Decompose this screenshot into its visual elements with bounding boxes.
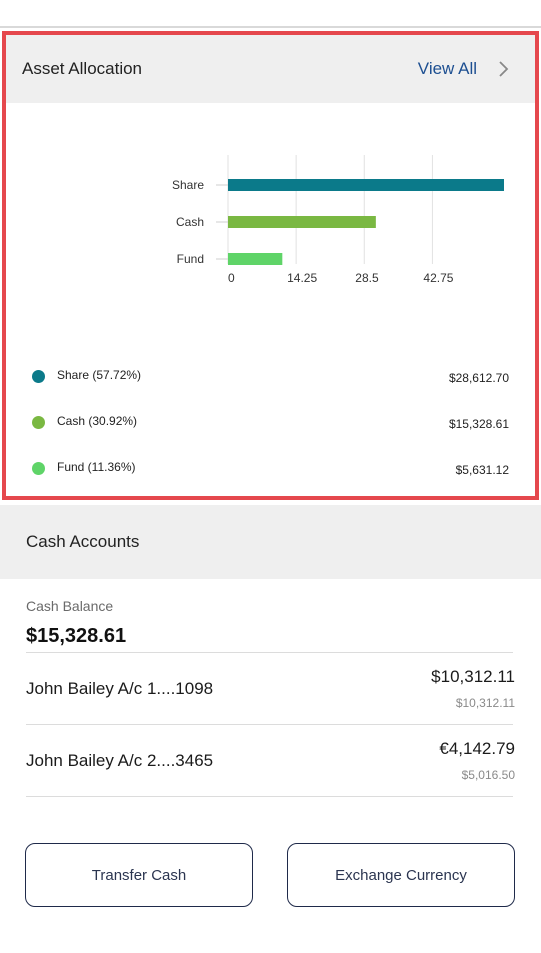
transfer-cash-button[interactable]: Transfer Cash: [25, 843, 253, 907]
view-all-link[interactable]: View All: [417, 59, 477, 78]
x-tick-label: 42.75: [423, 271, 453, 285]
cash-balance-value: $15,328.61: [26, 625, 127, 647]
legend-item-fund: Fund (11.36%) $5,631.12: [6, 457, 535, 481]
legend-item-share: Share (57.72%) $28,612.70: [6, 365, 535, 389]
legend-dot-share: [32, 370, 45, 383]
divider: [26, 652, 513, 653]
legend-dot-fund: [32, 462, 45, 475]
bar-chart-svg: 0 14.25 28.5 42.75 Share Cash Fund: [172, 155, 504, 285]
divider: [26, 724, 513, 725]
divider: [26, 796, 513, 797]
account-sub-amount: $5,016.50: [461, 768, 515, 782]
x-tick-label: 28.5: [355, 271, 379, 285]
legend-item-cash: Cash (30.92%) $15,328.61: [6, 411, 535, 435]
x-tick-label: 14.25: [287, 271, 317, 285]
legend-value-cash: $15,328.61: [448, 417, 509, 431]
account-name: John Bailey A/c 1....1098: [26, 679, 214, 698]
legend-label-cash: Cash (30.92%): [57, 414, 138, 428]
y-category-label: Share: [172, 178, 204, 192]
account-row-2[interactable]: John Bailey A/c 2....3465 €4,142.79 $5,0…: [26, 727, 515, 797]
asset-allocation-card: Asset Allocation View All 0 14.25 28.5 42.7…: [2, 31, 539, 500]
y-category-label: Cash: [176, 215, 204, 229]
account-sub-amount: $10,312.11: [455, 696, 515, 710]
cash-accounts-header: Cash Accounts: [0, 505, 541, 579]
legend-value-share: $28,612.70: [448, 371, 509, 385]
account-row-1[interactable]: John Bailey A/c 1....1098 $10,312.11 $10…: [26, 655, 515, 725]
legend-dot-cash: [32, 416, 45, 429]
cash-accounts-title: Cash Accounts: [26, 532, 140, 551]
legend-label-share: Share (57.72%): [57, 368, 142, 382]
bar-cash: [228, 216, 376, 228]
x-tick-label: 0: [228, 271, 235, 285]
chevron-right-icon[interactable]: [495, 61, 511, 77]
asset-allocation-chart: 0 14.25 28.5 42.75 Share Cash Fund: [6, 155, 535, 330]
account-name: John Bailey A/c 2....3465: [26, 751, 214, 770]
account-amount: €4,142.79: [439, 739, 515, 758]
bar-share: [228, 179, 504, 191]
legend-label-fund: Fund (11.36%): [57, 460, 136, 474]
top-divider: [0, 26, 541, 28]
cash-balance-label: Cash Balance: [26, 598, 114, 614]
y-category-label: Fund: [177, 252, 204, 266]
exchange-currency-button[interactable]: Exchange Currency: [287, 843, 515, 907]
legend-value-fund: $5,631.12: [455, 463, 509, 477]
asset-allocation-header: Asset Allocation View All: [6, 35, 535, 103]
asset-allocation-title: Asset Allocation: [22, 59, 143, 78]
bar-fund: [228, 253, 283, 265]
account-amount: $10,312.11: [431, 667, 515, 686]
